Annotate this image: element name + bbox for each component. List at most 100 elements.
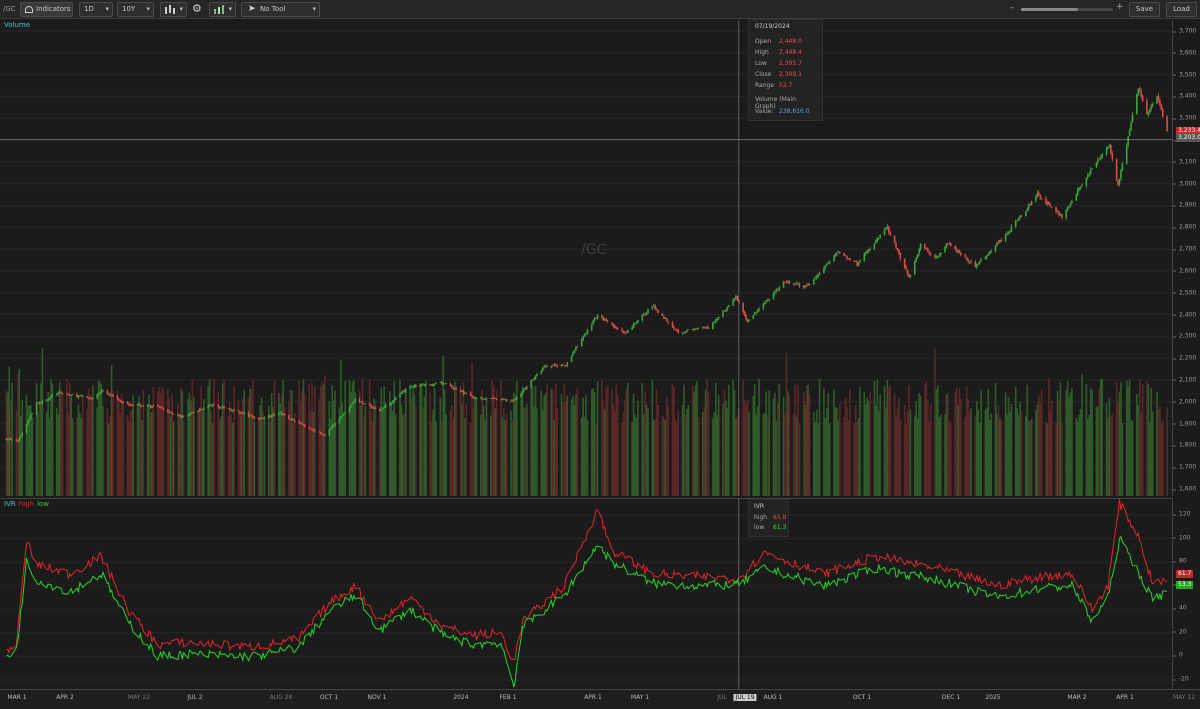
- volume-bar: [1166, 407, 1168, 496]
- candle-body: [182, 415, 185, 417]
- volume-bar: [240, 415, 243, 496]
- volume-bar: [681, 404, 684, 496]
- indicators-button[interactable]: Indicators: [20, 2, 73, 17]
- ivr-tick-label: 40: [1173, 604, 1187, 612]
- volume-bar: [775, 420, 778, 496]
- candle-body: [482, 399, 485, 400]
- candle-body: [824, 265, 827, 268]
- candle-body: [1107, 147, 1109, 149]
- candle-body: [864, 252, 867, 255]
- ivr-chart[interactable]: [0, 499, 1172, 690]
- candle-body: [875, 240, 877, 244]
- volume-bar: [676, 422, 678, 496]
- volume-bar: [314, 386, 316, 496]
- candle-body: [102, 390, 104, 392]
- candle-body: [309, 428, 312, 430]
- price-chart[interactable]: [0, 20, 1172, 496]
- volume-label: Volume: [4, 21, 31, 29]
- candle-body: [849, 258, 851, 261]
- volume-bar: [683, 384, 685, 496]
- volume-bar: [758, 378, 760, 496]
- candle-body: [505, 399, 508, 401]
- volume-bar: [637, 400, 639, 496]
- chart-style-icon: [165, 5, 175, 14]
- candle-body: [735, 295, 737, 299]
- zoom-slider[interactable]: [1021, 8, 1113, 11]
- candle-body: [817, 273, 819, 277]
- volume-bar: [664, 420, 667, 496]
- volume-bar: [188, 392, 191, 496]
- volume-bar: [593, 392, 596, 496]
- candle-body: [536, 373, 538, 376]
- volume-bar: [18, 368, 21, 496]
- candle-body: [543, 365, 545, 368]
- candle-body: [126, 402, 129, 404]
- save-button[interactable]: Save: [1129, 2, 1160, 17]
- price-tick-label: 3,600: [1172, 49, 1197, 57]
- volume-bar: [89, 393, 91, 496]
- volume-bar: [318, 399, 321, 496]
- candle-body: [210, 405, 212, 407]
- zoom-out-icon[interactable]: –: [1010, 3, 1015, 13]
- candle-body: [663, 316, 665, 319]
- candle-body: [220, 407, 222, 409]
- timeframe-value: 10Y: [122, 5, 136, 13]
- volume-bar: [243, 390, 246, 496]
- volume-bar: [87, 388, 90, 496]
- candle-body: [291, 419, 293, 420]
- time-tick-label: AUG 28: [269, 694, 293, 701]
- drawing-tool-dropdown[interactable]: ➤ No Tool ▾: [241, 2, 320, 17]
- volume-bar: [908, 385, 910, 496]
- volume-bar: [513, 392, 515, 496]
- volume-bar: [76, 417, 78, 496]
- volume-bar: [1016, 408, 1018, 496]
- gear-icon[interactable]: ⚙: [192, 2, 202, 15]
- candle-body: [229, 408, 231, 410]
- volume-bar: [1161, 420, 1164, 496]
- volume-bar: [804, 404, 806, 496]
- volume-bar: [886, 379, 889, 496]
- candle-body: [240, 412, 243, 414]
- volume-bar: [97, 380, 100, 496]
- volume-bar: [947, 392, 949, 496]
- candle-body: [955, 249, 958, 252]
- volume-bar: [520, 391, 522, 496]
- chart-style-dropdown[interactable]: ▾: [160, 2, 187, 17]
- volume-bar: [797, 384, 799, 496]
- ivr-axis[interactable]: 120100806040200-20: [1172, 498, 1200, 689]
- price-axis[interactable]: 3,7003,6003,5003,4003,3003,2003,1003,000…: [1172, 20, 1200, 496]
- volume-bar: [19, 416, 22, 496]
- candle-body: [909, 274, 912, 278]
- time-axis[interactable]: MAR 1 APR 2 MAY 22 JUL 2 AUG 28 OCT 1 NOV 1 202…: [0, 689, 1200, 709]
- volume-bar: [919, 395, 922, 496]
- volume-bar: [704, 389, 707, 496]
- price-volume-pane[interactable]: Volume /GC: [0, 20, 1172, 496]
- candle-body: [964, 255, 967, 258]
- ivr-pane[interactable]: IVR high low: [0, 498, 1172, 690]
- candle-body: [948, 243, 951, 245]
- candle-body: [151, 405, 153, 408]
- volume-bar: [631, 422, 633, 496]
- zoom-in-icon[interactable]: +: [1116, 2, 1124, 12]
- candle-body: [625, 332, 628, 334]
- candle-body: [358, 398, 361, 402]
- volume-bar: [746, 399, 749, 496]
- volume-bar: [634, 414, 636, 496]
- candle-body: [1137, 88, 1140, 95]
- volume-bar: [269, 422, 272, 496]
- candle-body: [419, 385, 421, 387]
- candle-body: [76, 394, 78, 398]
- candle-body: [162, 408, 165, 410]
- volume-bar: [363, 415, 365, 496]
- candle-body: [960, 252, 962, 256]
- timeframe-dropdown[interactable]: 10Y ▾: [117, 2, 154, 17]
- candle-body: [863, 254, 866, 261]
- load-button[interactable]: Load: [1166, 2, 1197, 17]
- candle-body: [5, 438, 8, 441]
- time-tick-label: APR 1: [584, 694, 602, 701]
- aggregation-dropdown[interactable]: 1D ▾: [79, 2, 113, 17]
- candle-body: [1048, 201, 1050, 205]
- candle-body: [187, 415, 189, 416]
- studies-dropdown[interactable]: ▾: [209, 2, 236, 17]
- candle-body: [585, 333, 587, 335]
